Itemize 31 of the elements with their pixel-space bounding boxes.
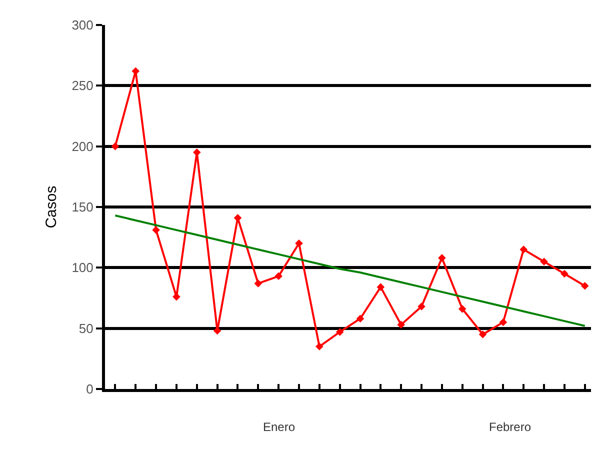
y-tick-label: 150 [72, 200, 94, 215]
text: Febrero [489, 420, 532, 434]
y-tick-label: 100 [72, 260, 94, 276]
y-tick-label: 50 [78, 320, 94, 336]
point [274, 272, 282, 280]
point [438, 254, 446, 262]
point [192, 148, 201, 156]
line-series [114, 214, 586, 327]
point [560, 270, 568, 278]
point [418, 302, 426, 310]
point [478, 330, 487, 338]
point [356, 314, 364, 323]
point [520, 246, 528, 254]
point [336, 328, 344, 336]
y-axis-title: Casos [42, 186, 60, 228]
point [499, 318, 508, 326]
point [397, 320, 405, 329]
point [254, 280, 262, 288]
text: Enero [263, 420, 296, 434]
point [540, 258, 548, 266]
point [458, 305, 466, 313]
y-tick-label: 300 [72, 18, 94, 33]
point [152, 226, 160, 234]
y-tick-label: 250 [72, 78, 94, 94]
point [376, 283, 385, 291]
point [580, 282, 589, 290]
point [111, 142, 120, 150]
point [316, 342, 324, 350]
y-tick-label: 200 [72, 138, 94, 154]
y-tick-label: 0 [86, 382, 94, 397]
point [295, 240, 303, 248]
